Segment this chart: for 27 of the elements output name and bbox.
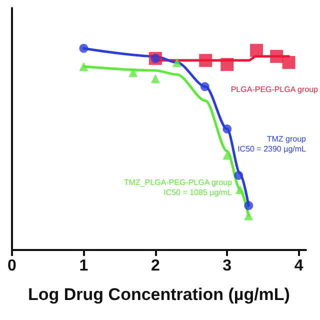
x-tick-label: 2 [150,258,160,274]
point [200,82,210,92]
x-tick-label: 3 [222,258,232,274]
x-tick-label: 4 [294,258,304,274]
x-tick-label: 0 [8,258,17,274]
point [172,58,182,67]
point [220,58,234,71]
x-axis-title: Log Drug Concentration (µg/mL) [28,285,290,304]
point [234,170,244,180]
point [79,44,88,53]
point [128,68,138,78]
point [244,211,254,220]
text: TMZ group [266,134,307,144]
point [222,124,232,134]
x-tick-label: 1 [79,258,88,274]
point [270,50,284,63]
series-label: PLGA-PEG-PLGA group [230,84,319,94]
point [199,54,212,67]
point [150,74,160,84]
annotation: IC50 = 1085 µg/mL [164,188,233,197]
annotation: IC50 = 2390 µg/mL [238,144,307,154]
point [282,56,296,69]
point [236,185,245,194]
point [79,62,88,71]
point [250,44,264,57]
point [244,201,254,210]
series-label: TMZ_PLGA-PEG-PLGA group [124,178,233,187]
